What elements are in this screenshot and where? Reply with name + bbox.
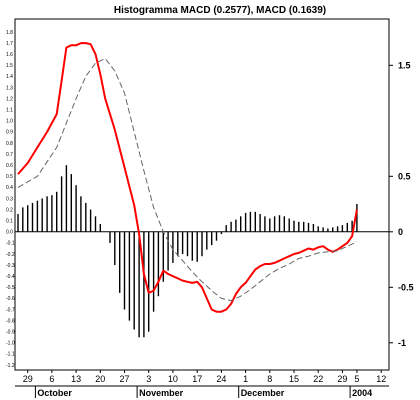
left-tick-label: -1.2 <box>6 363 15 369</box>
histogram-bars <box>17 165 358 338</box>
left-tick-label: -0.4 <box>6 274 15 280</box>
left-tick-label: 1.0 <box>6 119 13 125</box>
left-tick-label: 0.0 <box>6 230 13 236</box>
left-tick-label: 0.5 <box>6 174 13 180</box>
x-tick-label: 10 <box>168 374 178 384</box>
month-label: 2004 <box>352 388 372 398</box>
left-tick-label: 1.8 <box>6 30 13 36</box>
x-axis: 29 6 13 20 27 3 10 17 24 1 8 15 22 29 5 12 October Novemb… <box>15 370 389 398</box>
x-tick-label: 1 <box>243 374 248 384</box>
left-tick-label: 1.6 <box>6 52 13 58</box>
signal-line <box>17 58 358 302</box>
left-tick-label: 1.3 <box>6 85 13 91</box>
x-tick-label: 6 <box>49 374 54 384</box>
left-axis: 1.8 1.7 1.6 1.5 1.4 1.3 1.2 1.1 1.0 0.9 0.8 0.7 0.6 0… <box>6 30 15 369</box>
left-tick-label: 1.1 <box>6 108 13 114</box>
left-tick-label: 0.4 <box>6 185 13 191</box>
left-tick-label: 1.5 <box>6 63 13 69</box>
right-tick-label: -1 <box>398 338 406 348</box>
right-tick-label: 0.5 <box>398 171 411 181</box>
x-tick-label: 29 <box>337 374 347 384</box>
left-tick-label: 1.4 <box>6 74 13 80</box>
left-tick-label: 0.8 <box>6 141 13 147</box>
left-tick-label: -0.7 <box>6 307 15 313</box>
left-tick-label: -0.9 <box>6 330 15 336</box>
x-tick-label: 20 <box>95 374 105 384</box>
month-label: November <box>139 388 184 398</box>
x-tick-label: 3 <box>146 374 151 384</box>
left-tick-label: -1.1 <box>6 352 15 358</box>
x-tick-label: 22 <box>313 374 323 384</box>
right-tick-label: -0.5 <box>398 282 414 292</box>
left-tick-label: 1.2 <box>6 96 13 102</box>
chart-title: Histogramma MACD (0.2577), MACD (0.1639) <box>114 5 326 16</box>
macd-line <box>17 42 358 313</box>
left-tick-label: 1.7 <box>6 41 13 47</box>
x-tick-label: 5 <box>354 374 359 384</box>
left-tick-label: -0.1 <box>6 241 15 247</box>
left-tick-label: -0.8 <box>6 318 15 324</box>
left-tick-label: 0.7 <box>6 152 13 158</box>
x-tick-label: 24 <box>216 374 226 384</box>
x-tick-label: 15 <box>289 374 299 384</box>
left-tick-label: 0.3 <box>6 196 13 202</box>
left-tick-label: -0.6 <box>6 296 15 302</box>
month-label: October <box>37 388 72 398</box>
x-tick-label: 29 <box>23 374 33 384</box>
right-axis: 1.5 0.5 0 -0.5 -1 <box>389 60 414 348</box>
x-tick-label: 8 <box>267 374 272 384</box>
plot-area <box>14 18 390 371</box>
left-tick-label: 0.9 <box>6 130 13 136</box>
x-tick-label: 13 <box>71 374 81 384</box>
x-tick-label: 12 <box>376 374 386 384</box>
left-tick-label: -0.3 <box>6 263 15 269</box>
series-lines <box>17 42 358 313</box>
left-tick-label: -1.0 <box>6 341 15 347</box>
x-tick-label: 17 <box>192 374 202 384</box>
month-label: December <box>241 388 285 398</box>
left-tick-label: 0.6 <box>6 163 13 169</box>
left-tick-label: 0.1 <box>6 219 13 225</box>
right-tick-label: 1.5 <box>398 60 411 70</box>
left-tick-label: -0.2 <box>6 252 15 258</box>
right-tick-label: 0 <box>398 227 403 237</box>
x-tick-label: 27 <box>119 374 129 384</box>
left-tick-label: -0.5 <box>6 285 15 291</box>
left-tick-label: 0.2 <box>6 207 13 213</box>
